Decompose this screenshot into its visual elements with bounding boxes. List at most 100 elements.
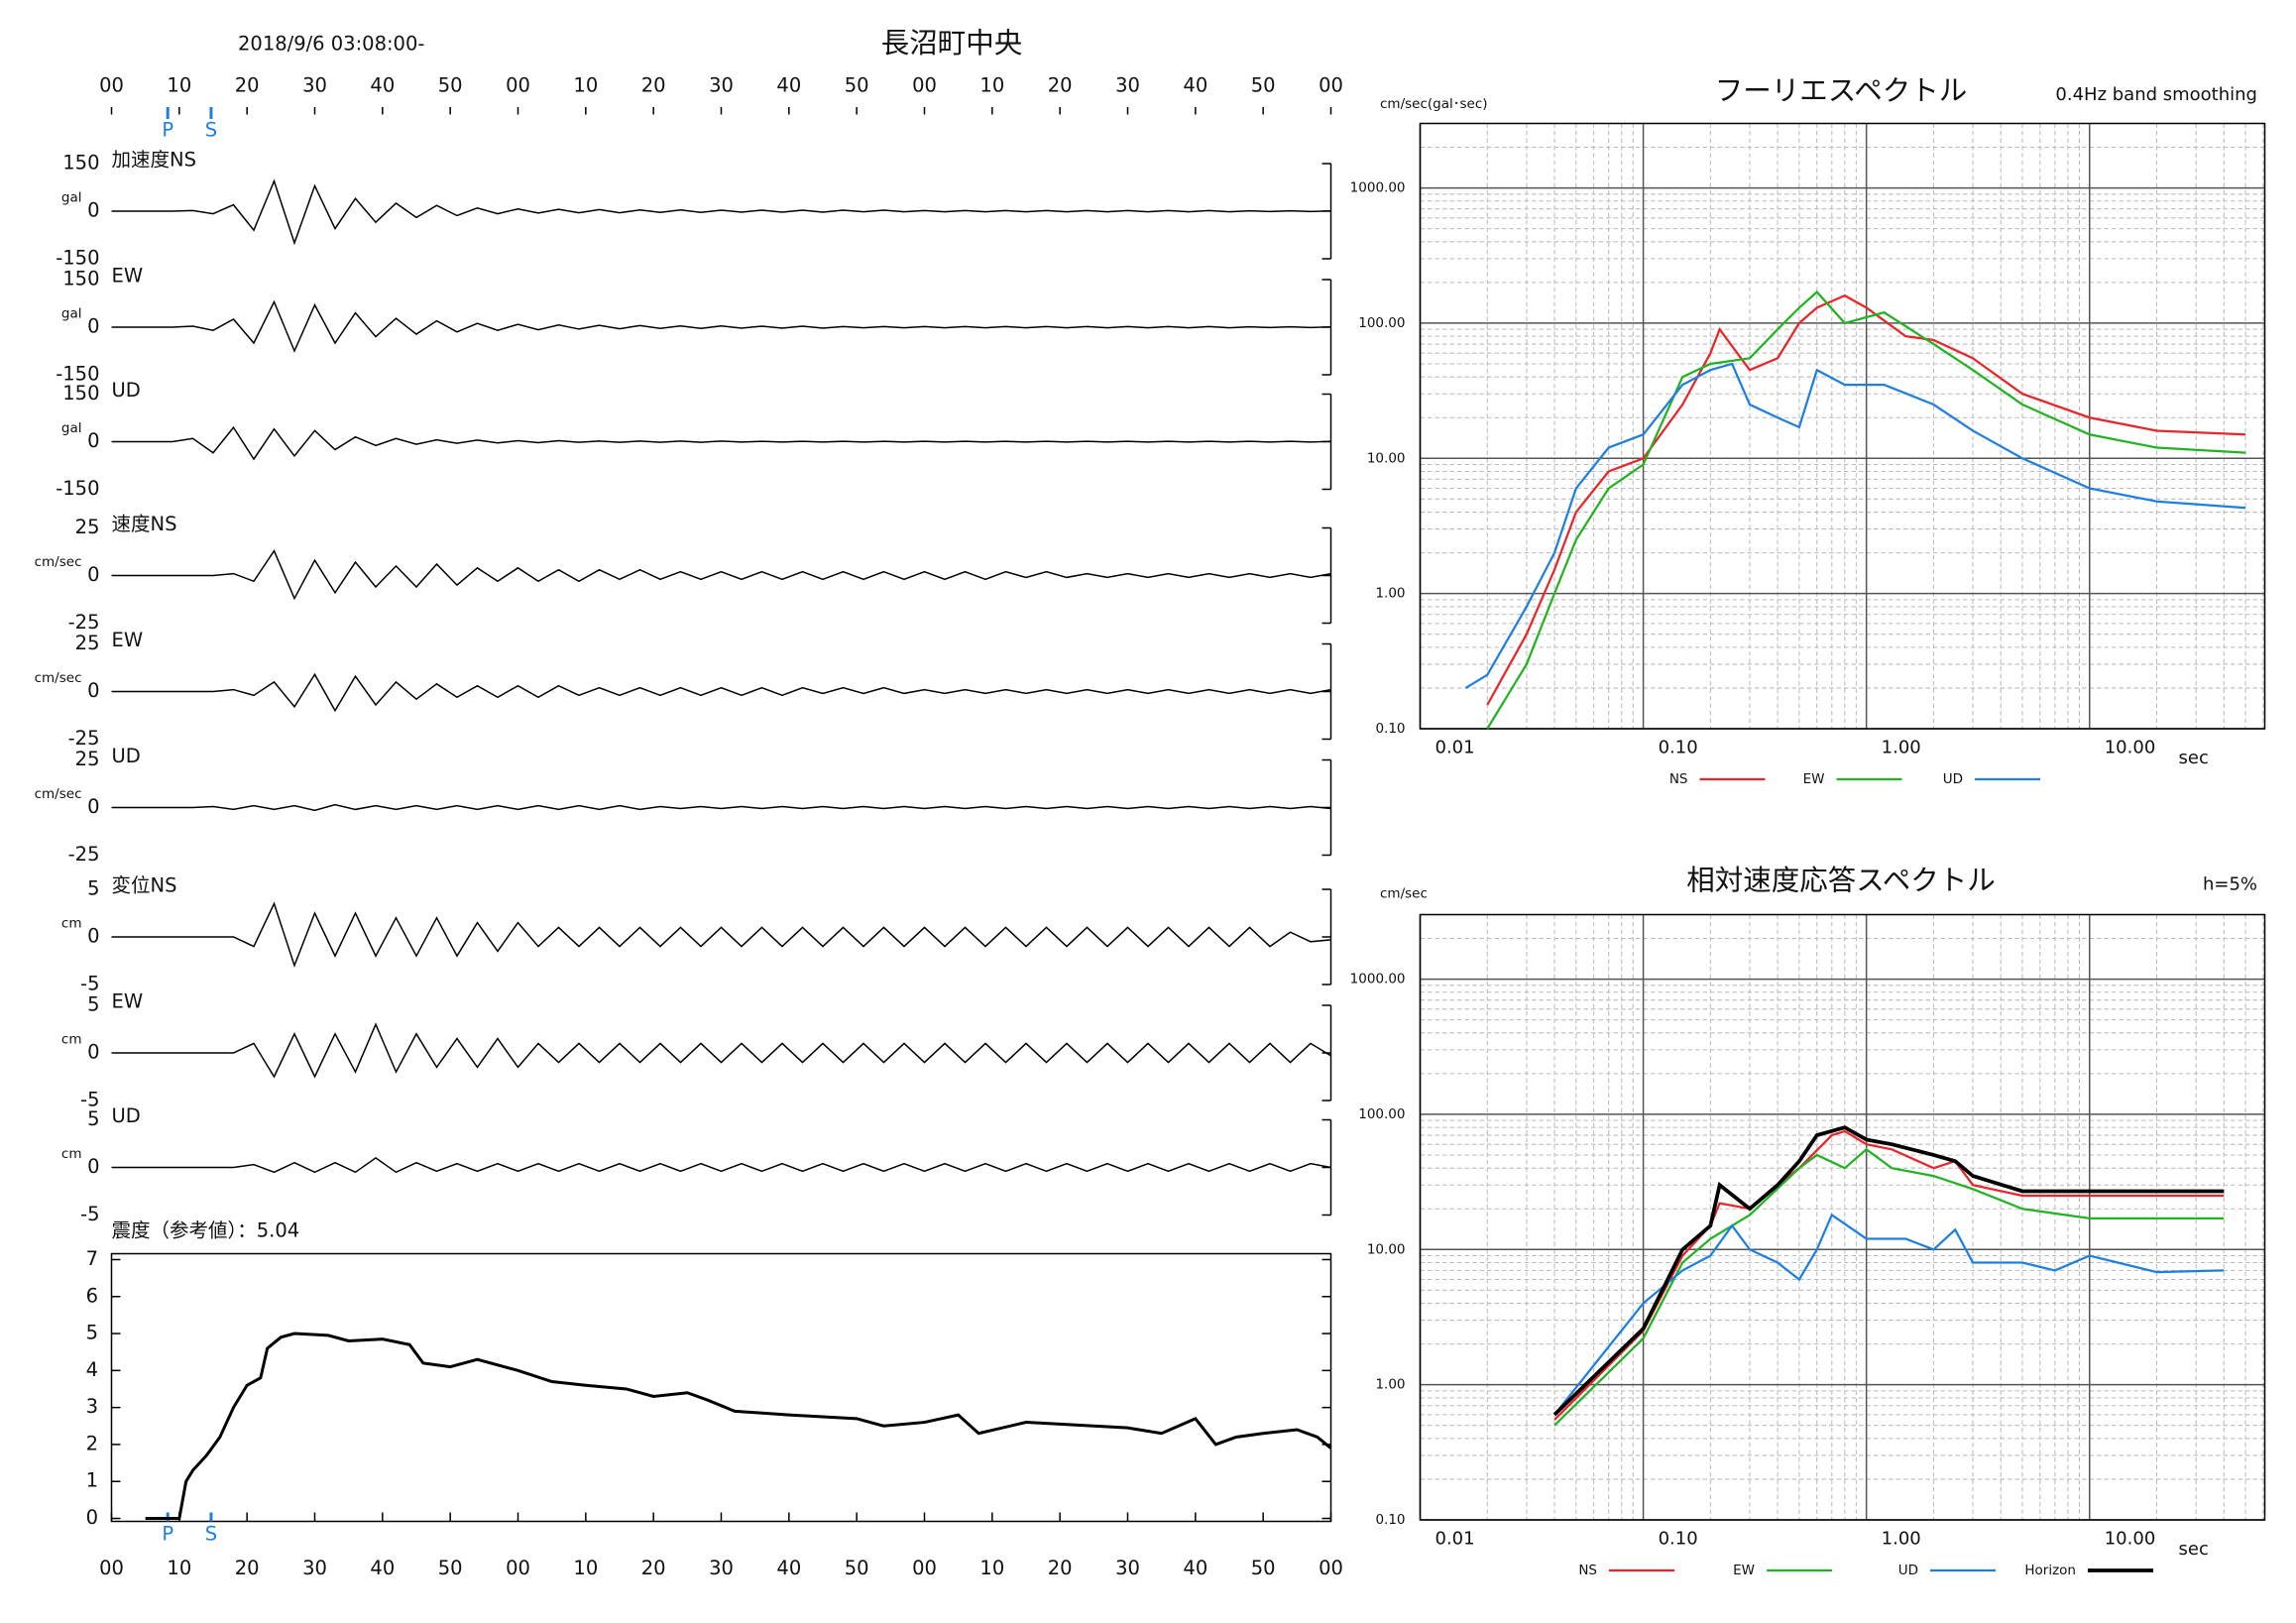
- unit-label: cm: [61, 1146, 82, 1162]
- x-tick-label: 00: [1319, 74, 1343, 97]
- y-tick-label: -25: [68, 611, 100, 634]
- x-tick-label: 50: [1251, 74, 1276, 97]
- x-tick-label: 20: [235, 74, 260, 97]
- x-tick-label: 00: [912, 1557, 937, 1579]
- spectrum-line: [1553, 1147, 2225, 1427]
- y-tick-label: 10.00: [1367, 1241, 1406, 1257]
- y-tick-label: 0: [87, 795, 99, 818]
- y-tick-label: 5: [87, 993, 99, 1016]
- legend-label: EW: [1733, 1563, 1755, 1578]
- y-tick-label: 0: [87, 429, 99, 452]
- station-name: 長沼町中央: [881, 27, 1023, 59]
- x-tick-label: 00: [912, 74, 937, 97]
- waveform: [111, 901, 1331, 969]
- y-tick-label: -150: [56, 363, 99, 386]
- y-tick-label: 25: [75, 632, 100, 654]
- y-tick-label: 150: [62, 382, 99, 405]
- panel-label: EW: [112, 990, 144, 1013]
- x-tick-label: 10: [979, 1557, 1004, 1579]
- x-tick-label: 30: [1115, 74, 1140, 97]
- legend-label: Horizon: [2024, 1563, 2076, 1578]
- x-tick-label: 40: [370, 74, 395, 97]
- waveform: [111, 299, 1331, 353]
- unit-label: cm: [61, 916, 82, 932]
- x-tick-label: 10: [573, 1557, 598, 1579]
- y-tick-label: 150: [62, 268, 99, 290]
- x-tick-label: 40: [776, 1557, 801, 1579]
- spectrum-line: [1486, 293, 2246, 706]
- y-tick-label: 2: [86, 1432, 98, 1454]
- y-tick-label: 150: [62, 152, 99, 174]
- x-tick-label: 40: [1183, 1557, 1207, 1579]
- chart-subtitle: 0.4Hz band smoothing: [2055, 84, 2257, 105]
- x-tick-label: 10.00: [2105, 1529, 2156, 1550]
- unit-label: cm/sec: [35, 786, 82, 802]
- x-tick-label: 00: [1319, 1557, 1343, 1579]
- y-tick-label: 1000.00: [1350, 972, 1406, 987]
- panel-label: 加速度NS: [112, 149, 196, 172]
- unit-label: gal: [61, 306, 82, 322]
- y-tick-label: 25: [75, 516, 100, 538]
- datetime: 2018/9/6 03:08:00-: [238, 33, 424, 56]
- x-tick-label: 30: [709, 1557, 734, 1579]
- y-tick-label: 1000.00: [1350, 180, 1406, 196]
- y-axis-label: cm/sec(gal･sec): [1380, 96, 1488, 112]
- y-tick-label: 0: [87, 1155, 99, 1178]
- waveform: [111, 1022, 1331, 1079]
- plot-frame: [1419, 913, 2266, 1521]
- spectrum-line: [1464, 362, 2246, 689]
- x-tick-label: 50: [438, 74, 463, 97]
- y-tick-label: -25: [68, 843, 100, 866]
- legend-label: UD: [1898, 1563, 1918, 1578]
- x-tick-label: 0.01: [1435, 1529, 1475, 1550]
- chart-title: 震度（参考値）：5.04: [112, 1219, 300, 1242]
- phase-label: S: [205, 119, 217, 142]
- y-tick-label: 7: [86, 1247, 98, 1270]
- x-tick-label: 30: [302, 1557, 327, 1579]
- waveform: [111, 425, 1331, 461]
- y-tick-label: 0.10: [1375, 1512, 1405, 1528]
- waveform: [111, 548, 1331, 601]
- x-tick-label: 40: [1183, 74, 1207, 97]
- y-axis-label: cm/sec: [1380, 886, 1428, 902]
- waveform: [111, 1156, 1331, 1174]
- phase-label: P: [162, 119, 173, 142]
- y-tick-label: -150: [56, 477, 99, 500]
- x-tick-label: 40: [370, 1557, 395, 1579]
- panel-label: EW: [112, 265, 144, 288]
- intensity-line: [145, 1332, 1332, 1521]
- x-tick-label: 30: [1115, 1557, 1140, 1579]
- panel-label: 変位NS: [112, 874, 177, 897]
- y-tick-label: 3: [86, 1395, 98, 1418]
- panel-label: 速度NS: [112, 513, 177, 535]
- x-tick-label: 00: [506, 74, 530, 97]
- waveform: [111, 178, 1331, 246]
- y-tick-label: 5: [87, 877, 99, 900]
- y-tick-label: 6: [86, 1284, 98, 1307]
- unit-label: cm/sec: [35, 670, 82, 686]
- panel-label: EW: [112, 629, 144, 651]
- chart-subtitle: h=5%: [2203, 874, 2257, 895]
- x-tick-label: 10: [573, 74, 598, 97]
- legend-label: NS: [1578, 1563, 1597, 1578]
- unit-label: gal: [61, 420, 82, 436]
- spectrum-line: [1553, 1213, 2225, 1416]
- y-tick-label: 0: [87, 679, 99, 702]
- x-tick-label: 20: [235, 1557, 260, 1579]
- x-tick-label: 30: [709, 74, 734, 97]
- x-tick-label: 10: [167, 74, 191, 97]
- plot-frame: [1419, 122, 2266, 730]
- waveform: [111, 803, 1331, 812]
- x-tick-label: 00: [99, 1557, 124, 1579]
- x-tick-label: 10: [979, 74, 1004, 97]
- x-axis-label: sec: [2179, 748, 2209, 768]
- x-axis-label: sec: [2179, 1539, 2209, 1560]
- x-tick-label: 40: [776, 74, 801, 97]
- y-tick-label: 25: [75, 748, 100, 770]
- y-tick-label: 5: [87, 1107, 99, 1130]
- phase-label: S: [205, 1523, 217, 1546]
- y-tick-label: 0.10: [1375, 721, 1405, 737]
- x-tick-label: 10.00: [2105, 738, 2156, 758]
